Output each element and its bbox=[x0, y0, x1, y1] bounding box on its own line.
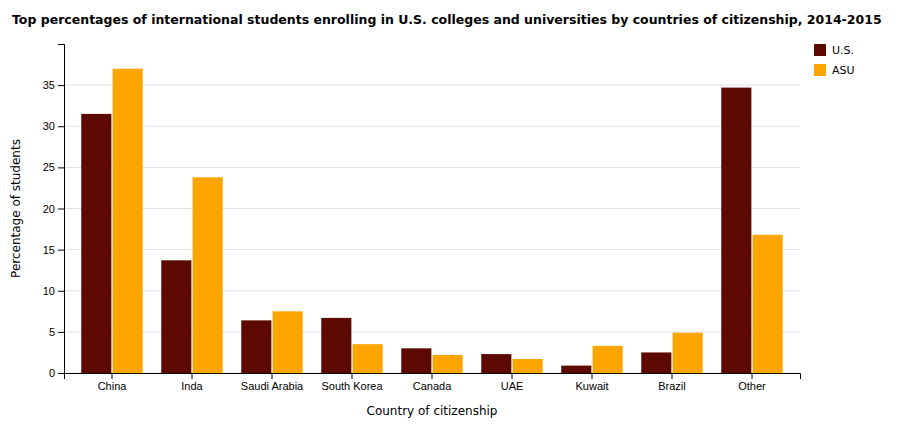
y-axis-title: Percentage of students bbox=[9, 139, 23, 278]
bars bbox=[81, 69, 782, 373]
x-axis-title: Country of citizenship bbox=[367, 404, 498, 418]
bar bbox=[353, 344, 383, 373]
tick-mark bbox=[192, 373, 193, 379]
tick-label: South Korea bbox=[321, 380, 383, 392]
tick: South Korea bbox=[321, 373, 383, 392]
tick: Saudi Arabia bbox=[241, 373, 304, 392]
tick-label: Inda bbox=[181, 380, 203, 392]
tick-mark bbox=[592, 373, 593, 379]
tick-label: Brazil bbox=[658, 380, 686, 392]
bar bbox=[401, 348, 431, 373]
bar bbox=[433, 355, 463, 373]
bar bbox=[321, 318, 351, 373]
bar bbox=[241, 320, 271, 373]
plot: China Inda Saudi Arabia South Korea Canada UA… bbox=[9, 45, 801, 419]
tick-mark bbox=[512, 373, 513, 379]
grid-line bbox=[64, 249, 800, 250]
grid-line bbox=[64, 126, 800, 127]
tick-label: 35 bbox=[43, 79, 55, 91]
tick: Brazil bbox=[658, 373, 686, 392]
axis-line bbox=[58, 45, 65, 374]
tick: 15 bbox=[43, 244, 64, 256]
tick-mark bbox=[58, 373, 64, 374]
tick-mark bbox=[58, 250, 64, 251]
tick-mark bbox=[58, 291, 64, 292]
legend-item: ASU bbox=[814, 64, 855, 77]
y-axis: 0 5 10 15 20 25 30 35 bbox=[43, 45, 65, 380]
bar bbox=[481, 354, 511, 373]
tick: 5 bbox=[49, 326, 64, 338]
tick-label: 30 bbox=[43, 120, 55, 132]
tick: Kuwait bbox=[575, 373, 608, 392]
bar bbox=[721, 88, 751, 373]
bar bbox=[641, 352, 671, 373]
bar bbox=[753, 235, 783, 373]
bar bbox=[593, 346, 623, 373]
bar bbox=[561, 366, 591, 373]
series bbox=[113, 69, 783, 373]
tick-label: Other bbox=[738, 380, 766, 392]
tick-mark bbox=[112, 373, 113, 379]
title: Top percentages of international student… bbox=[12, 12, 882, 27]
grid bbox=[64, 85, 800, 373]
tick-label: Canada bbox=[413, 380, 452, 392]
grid-line bbox=[64, 85, 800, 86]
tick-label: Kuwait bbox=[575, 380, 608, 392]
tick-label: 25 bbox=[43, 161, 55, 173]
bar bbox=[513, 359, 543, 373]
tick-mark bbox=[58, 85, 64, 86]
grid-line bbox=[64, 208, 800, 209]
tick-mark bbox=[58, 332, 64, 333]
tick-label: Saudi Arabia bbox=[241, 380, 304, 392]
tick: Inda bbox=[181, 373, 203, 392]
legend-swatch bbox=[814, 64, 826, 76]
tick: 25 bbox=[43, 161, 64, 173]
tick: 10 bbox=[43, 285, 64, 297]
legend-swatch bbox=[814, 44, 826, 56]
tick-label: 20 bbox=[43, 203, 55, 215]
tick-mark bbox=[352, 373, 353, 379]
bar bbox=[113, 69, 143, 373]
bar bbox=[193, 177, 223, 373]
tick-mark bbox=[752, 373, 753, 379]
bar bbox=[273, 311, 303, 373]
tick-label: UAE bbox=[501, 380, 524, 392]
tick: China bbox=[98, 373, 128, 392]
tick-label: 10 bbox=[43, 285, 55, 297]
tick-mark bbox=[58, 167, 64, 168]
tick-label: 15 bbox=[43, 244, 55, 256]
tick-mark bbox=[58, 209, 64, 210]
tick-mark bbox=[672, 373, 673, 379]
tick-mark bbox=[432, 373, 433, 379]
axis-line bbox=[65, 374, 801, 380]
bar bbox=[161, 260, 191, 373]
tick: Canada bbox=[413, 373, 452, 392]
tick: 20 bbox=[43, 203, 64, 215]
bar bbox=[81, 114, 111, 373]
tick: Other bbox=[738, 373, 766, 392]
legend-item: U.S. bbox=[814, 44, 854, 57]
grid-line bbox=[64, 167, 800, 168]
tick: 35 bbox=[43, 79, 64, 91]
legend-label: ASU bbox=[832, 64, 855, 77]
tick-mark bbox=[272, 373, 273, 379]
tick: 30 bbox=[43, 120, 64, 132]
tick-mark bbox=[58, 126, 64, 127]
x-axis: China Inda Saudi Arabia South Korea Canada UA… bbox=[65, 373, 801, 392]
bar bbox=[673, 333, 703, 373]
tick: 0 bbox=[49, 367, 64, 379]
legend: U.S. ASU bbox=[814, 44, 855, 77]
series bbox=[81, 88, 751, 373]
tick-label: 0 bbox=[49, 367, 55, 379]
chart: Top percentages of international student… bbox=[0, 0, 900, 429]
tick-label: China bbox=[98, 380, 128, 392]
legend-label: U.S. bbox=[832, 44, 854, 57]
tick-label: 5 bbox=[49, 326, 55, 338]
tick: UAE bbox=[501, 373, 524, 392]
